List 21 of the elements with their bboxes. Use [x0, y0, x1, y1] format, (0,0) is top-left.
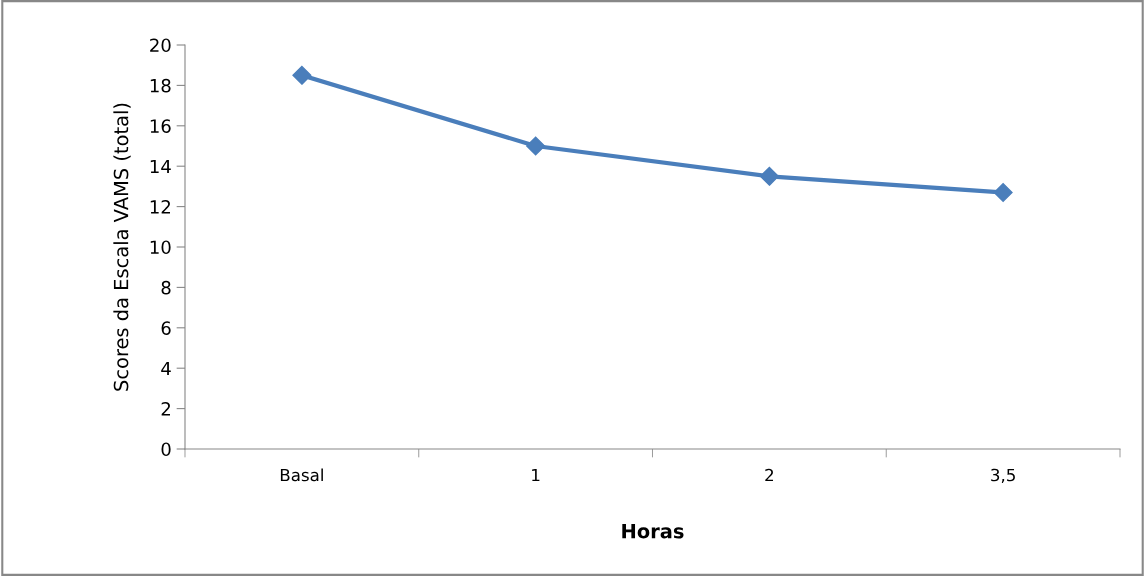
x-tick-label: Basal	[280, 468, 323, 482]
x-tick-label: 3,5	[991, 468, 1015, 484]
y-tick-label: 16	[150, 119, 171, 133]
point	[993, 182, 1013, 202]
y-tick-label: 10	[150, 240, 171, 255]
y-tick-label: 14	[150, 159, 171, 174]
x-tick-label: 1	[532, 468, 540, 482]
y-tick-label: 12	[150, 200, 170, 214]
x-tick-label: 2	[765, 468, 774, 482]
y-tick-label: 2	[161, 402, 170, 416]
y-tick-label: 4	[161, 361, 171, 376]
point	[292, 65, 312, 85]
y-tick-label: 8	[161, 280, 171, 295]
y-tick-label: 18	[150, 78, 171, 93]
x-axis-title: Horas	[622, 524, 684, 539]
y-axis-title: Scores da Escala VAMS (total)	[113, 103, 131, 391]
point	[526, 136, 546, 156]
y-tick-label: 20	[150, 38, 171, 53]
point	[759, 166, 779, 186]
y-tick-label: 0	[161, 442, 171, 457]
y-tick-label: 6	[161, 321, 171, 335]
